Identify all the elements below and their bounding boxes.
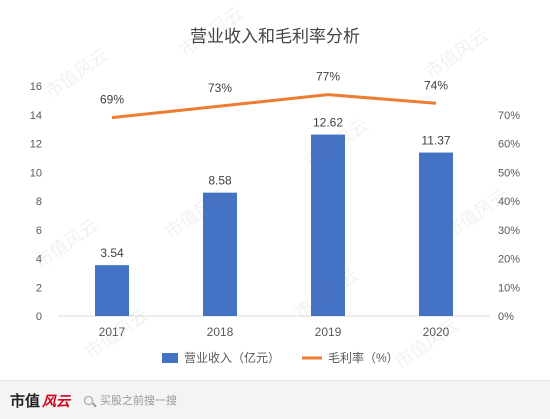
y-right-tick-label: 20% [498,254,520,266]
bar-value-label: 12.62 [313,116,343,130]
y-right-tick-label: 40% [498,196,520,208]
x-tick-label: 2019 [315,325,342,339]
legend-label-revenue: 营业收入（亿元） [184,350,280,365]
right-axis: 0% 10% 20% 30% 40% 50% 60% 70% [498,110,520,323]
brand-seal: 风云 [42,393,71,410]
y-right-tick-label: 50% [498,167,520,179]
x-axis: 2017 2018 2019 2020 [99,325,450,339]
chart-area: 营业收入和毛利率分析 0 2 4 6 8 10 12 14 16 0% 10% 20% 30% 40% 5… [30,27,520,365]
footer-bar: 市值 风云 买股之前搜一搜 [0,380,550,419]
bar [419,152,453,316]
y-right-tick-label: 30% [498,225,520,237]
line-value-label: 77% [316,70,340,84]
line-path [111,93,437,120]
y-right-tick-label: 70% [498,110,520,122]
legend: 营业收入（亿元） 毛利率（%） [162,350,399,365]
x-tick-label: 2020 [423,325,450,339]
line-value-label: 69% [100,93,124,107]
bar-series: 3.54 8.58 12.62 11.37 [95,116,453,316]
y-left-tick-label: 2 [36,282,42,294]
search-hint[interactable]: 买股之前搜一搜 [84,392,177,408]
brand-text: 市值 [10,391,41,410]
bar [311,134,345,316]
y-right-tick-label: 60% [498,139,520,151]
bar-value-label: 11.37 [421,134,450,148]
left-axis: 0 2 4 6 8 10 12 14 16 [30,81,42,323]
chart-title: 营业收入和毛利率分析 [190,27,360,46]
y-left-tick-label: 6 [36,225,42,237]
search-hint-text: 买股之前搜一搜 [100,395,178,407]
bar-value-label: 3.54 [100,246,124,260]
brand-logo: 市值 风云 [10,390,70,411]
y-left-tick-label: 4 [36,254,42,266]
y-left-tick-label: 16 [30,81,42,93]
y-right-tick-label: 0% [498,311,514,323]
y-left-tick-label: 12 [30,139,42,151]
search-icon [84,395,94,405]
y-left-tick-label: 14 [30,110,42,122]
bar-value-label: 8.58 [208,174,232,188]
line-series: 69% 73% 77% 74% [100,70,448,120]
legend-swatch-bar [162,353,178,363]
x-tick-label: 2018 [207,325,234,339]
y-right-tick-label: 10% [498,282,520,294]
line-value-label: 73% [208,81,232,95]
y-left-tick-label: 8 [36,196,42,208]
y-left-tick-label: 0 [36,311,42,323]
legend-label-margin: 毛利率（%） [328,350,399,365]
chart-svg: 营业收入和毛利率分析 0 2 4 6 8 10 12 14 16 0% 10% 20% 30% 40% 5… [30,27,520,365]
x-tick-label: 2017 [99,325,126,339]
bar [203,192,237,316]
line-value-label: 74% [424,78,448,92]
y-left-tick-label: 10 [30,167,42,179]
bar [95,265,129,316]
